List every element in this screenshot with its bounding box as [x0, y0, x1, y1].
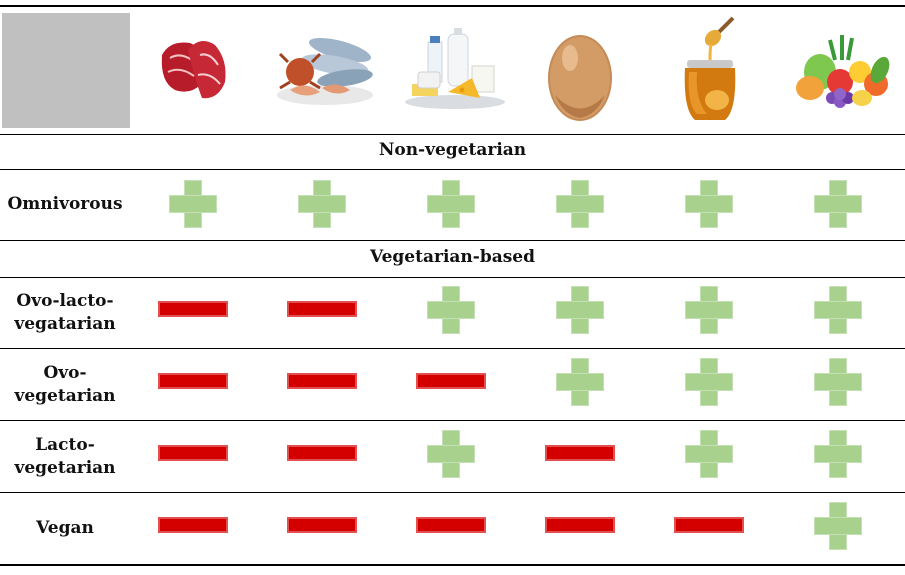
row-label-ovo-lacto-vegatarian: Ovo-lacto- vegatarian — [0, 290, 130, 336]
plus-icon — [669, 352, 749, 412]
table-row — [0, 174, 905, 234]
section-title-vegetarian-based: Vegetarian-based — [369, 247, 536, 267]
minus-icon — [153, 280, 233, 340]
plus-icon — [411, 174, 491, 234]
dairy-icon — [405, 28, 505, 109]
row-label-vegan: Vegan — [0, 517, 130, 540]
row-label-line: Vegan — [36, 518, 94, 538]
top-rule — [0, 5, 905, 7]
plus-icon — [153, 174, 233, 234]
row-label-ovo-vegetarian: Ovo- vegetarian — [0, 362, 130, 408]
minus-icon — [153, 352, 233, 412]
section-rule — [0, 277, 905, 278]
plus-icon — [669, 174, 749, 234]
egg-icon — [548, 35, 612, 121]
minus-icon — [282, 496, 362, 556]
minus-icon — [153, 424, 233, 484]
row-label-line: Ovo-lacto- — [16, 291, 114, 311]
fruits-vegetables-icon — [796, 35, 890, 108]
row-label-line: Omnivorous — [7, 194, 123, 214]
row-rule — [0, 492, 905, 493]
row-label-line: vegetarian — [14, 386, 116, 406]
table-row — [0, 424, 905, 484]
plus-icon — [798, 174, 878, 234]
section-title-non-vegetarian: Non-vegetarian — [378, 140, 527, 160]
row-label-omnivorous: Omnivorous — [0, 193, 130, 216]
header-rule — [0, 134, 905, 135]
row-rule — [0, 348, 905, 349]
minus-icon — [411, 496, 491, 556]
table-row — [0, 352, 905, 412]
minus-icon — [411, 352, 491, 412]
header-placeholder-box — [2, 13, 130, 128]
row-rule — [0, 240, 905, 241]
plus-icon — [540, 352, 620, 412]
minus-icon — [282, 424, 362, 484]
plus-icon — [798, 424, 878, 484]
plus-icon — [540, 280, 620, 340]
minus-icon — [282, 352, 362, 412]
row-label-line: vegetarian — [14, 458, 116, 478]
header-row — [0, 0, 905, 135]
plus-icon — [282, 174, 362, 234]
row-label-line: vegatarian — [14, 314, 116, 334]
minus-icon — [282, 280, 362, 340]
plus-icon — [540, 174, 620, 234]
minus-icon — [540, 424, 620, 484]
row-label-line: Lacto- — [35, 435, 95, 455]
row-label-lacto-vegetarian: Lacto- vegetarian — [0, 434, 130, 480]
table-row — [0, 280, 905, 340]
row-label-line: Ovo- — [43, 363, 87, 383]
bottom-rule — [0, 564, 905, 566]
plus-icon — [798, 280, 878, 340]
section-rule — [0, 169, 905, 170]
plus-icon — [411, 424, 491, 484]
minus-icon — [540, 496, 620, 556]
plus-icon — [411, 280, 491, 340]
table-row — [0, 496, 905, 556]
plus-icon — [798, 352, 878, 412]
plus-icon — [669, 280, 749, 340]
plus-icon — [669, 424, 749, 484]
meat-icon — [161, 41, 226, 99]
seafood-icon — [277, 37, 373, 105]
minus-icon — [669, 496, 749, 556]
plus-icon — [798, 496, 878, 556]
row-rule — [0, 420, 905, 421]
minus-icon — [153, 496, 233, 556]
honey-icon — [684, 16, 736, 120]
